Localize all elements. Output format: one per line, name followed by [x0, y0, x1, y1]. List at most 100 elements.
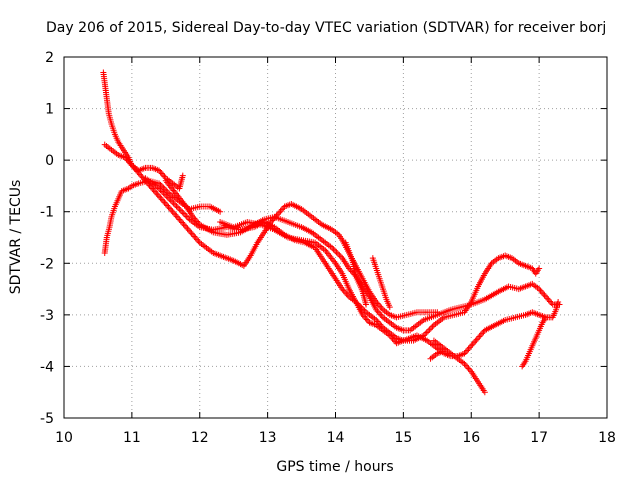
data-point-run: [230, 219, 249, 231]
data-point-run: [539, 316, 548, 326]
data-point-run: [481, 289, 500, 303]
data-point-run: [189, 231, 202, 245]
data-point-run: [332, 275, 345, 291]
data-point-run: [420, 312, 439, 324]
data-point-run: [363, 309, 378, 322]
data-point-run: [318, 255, 331, 270]
data-point-run: [312, 244, 324, 260]
data-point-run: [529, 336, 538, 349]
data-point-run: [430, 315, 446, 329]
data-point-run: [393, 338, 405, 347]
data-point-run: [210, 249, 222, 258]
data-point-run: [339, 286, 351, 299]
data-point-run: [542, 293, 555, 306]
data-point-run: [284, 234, 303, 243]
data-point-run: [108, 205, 118, 220]
data-point: [555, 298, 562, 305]
data-point-run: [329, 244, 344, 260]
data-point-run: [488, 256, 500, 267]
x-tick-label: 18: [598, 430, 616, 446]
x-tick-label: 14: [327, 430, 345, 446]
data-point-run: [529, 309, 541, 318]
data-point-run: [407, 323, 419, 334]
data-point-run: [380, 314, 392, 325]
data-point-run: [461, 360, 473, 374]
x-axis-label: GPS time / hours: [276, 459, 393, 475]
series-sat-h: [369, 255, 393, 311]
axis-ticks: [63, 56, 608, 419]
data-point-run: [536, 286, 548, 299]
data-point-run: [366, 288, 379, 304]
data-point-run: [115, 151, 127, 160]
data-point-run: [247, 241, 260, 259]
data-point-run: [346, 286, 358, 304]
data-point-run: [481, 323, 497, 334]
data-point-run: [274, 205, 287, 218]
data-point-run: [257, 221, 276, 233]
data-point-run: [166, 195, 181, 211]
data-point-run: [481, 262, 494, 277]
data-point-run: [475, 378, 487, 394]
data-point-run: [369, 255, 379, 270]
data-point-run: [101, 79, 110, 100]
data-point-run: [217, 219, 235, 230]
data-point-run: [468, 297, 486, 308]
data-point-run: [495, 253, 507, 262]
y-tick-label: -3: [40, 308, 54, 324]
data-point-run: [100, 69, 108, 84]
data-point: [481, 389, 488, 396]
data-point-run: [106, 215, 115, 231]
data-point-run: [298, 206, 314, 219]
data-point-run: [101, 141, 113, 152]
data-point-run: [366, 319, 378, 328]
data-point-run: [108, 121, 118, 136]
data-point: [536, 265, 543, 272]
series-sat-f: [217, 219, 562, 360]
data-point-run: [447, 304, 463, 313]
data-point-run: [366, 293, 379, 311]
x-tick-label: 17: [530, 430, 548, 446]
data-point-run: [352, 262, 365, 280]
data-point-run: [339, 255, 351, 270]
data-point-run: [475, 272, 487, 290]
data-point-run: [468, 336, 480, 349]
series-sat-k: [519, 314, 549, 370]
data-point-run: [101, 236, 110, 256]
data-point-run: [162, 200, 175, 214]
data-point-run: [373, 298, 385, 312]
data-point-run: [196, 239, 208, 250]
data-point-run: [156, 193, 168, 206]
y-tick-label: -5: [40, 411, 54, 427]
data-point-run: [553, 300, 561, 313]
data-point-run: [176, 174, 186, 192]
y-tick-label: -1: [40, 205, 54, 221]
x-tick-label: 13: [259, 430, 277, 446]
data-point-run: [441, 345, 456, 358]
data-point-run: [223, 255, 235, 264]
data-point-run: [352, 273, 365, 293]
data-point-run: [515, 260, 527, 269]
data-point-run: [298, 224, 314, 235]
data-point-run: [515, 284, 527, 293]
data-point-run: [329, 226, 341, 237]
data-point-run: [400, 335, 412, 344]
y-tick-label: -2: [40, 256, 54, 272]
data-point-run: [142, 175, 161, 191]
data-point-run: [380, 286, 389, 301]
data-point-run: [505, 283, 520, 292]
data-point-run: [434, 348, 446, 357]
data-point-run: [203, 244, 215, 255]
data-point-run: [380, 306, 392, 317]
y-tick-label: 1: [45, 102, 54, 118]
data-point-run: [529, 280, 541, 291]
data-point-run: [373, 306, 385, 319]
data-point-run: [105, 110, 114, 125]
data-point-run: [376, 275, 386, 291]
data-point-run: [169, 180, 181, 191]
data-point-run: [492, 317, 507, 329]
data-point-run: [461, 344, 473, 357]
chart-title: Day 206 of 2015, Sidereal Day-to-day VTE…: [46, 20, 606, 36]
data-series: [100, 69, 563, 396]
data-point-run: [271, 213, 290, 225]
data-point-run: [156, 180, 171, 196]
